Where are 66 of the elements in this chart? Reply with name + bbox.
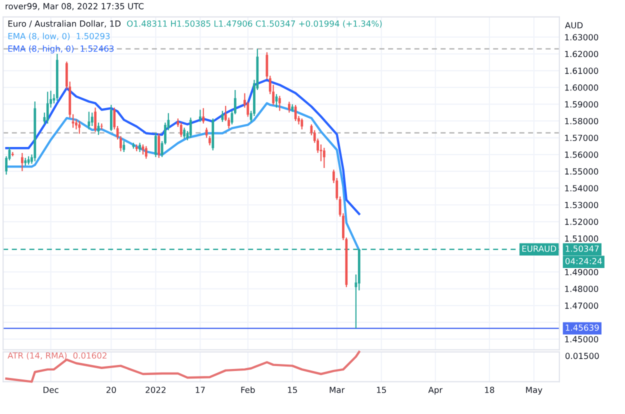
ref-line-label: 1.50347	[566, 246, 599, 252]
text: AUD	[565, 22, 583, 28]
candlestick	[122, 140, 126, 153]
candlestick	[208, 136, 211, 146]
candlestick	[322, 147, 326, 169]
text: EMA (8, low, 0)	[8, 32, 70, 40]
annotation: 1.52463	[80, 45, 114, 52]
candlestick	[189, 117, 192, 138]
candlestick	[46, 91, 49, 124]
line-series	[5, 78, 360, 215]
candlestick	[183, 127, 186, 140]
candlestick	[202, 108, 205, 124]
candlestick	[21, 152, 24, 172]
y-tick-label: 1.48000	[565, 286, 598, 292]
x-tick-label: Dec	[44, 386, 58, 394]
annotation: O1.48311 H1.50385 L1.47906 C1.50347 +0.01994 (+1.34%)	[127, 20, 382, 28]
annotation: EURAUD	[522, 246, 556, 252]
chart-title: Euro / Australian Dollar, 1D	[8, 20, 121, 28]
y-tick-label: 1.63000	[565, 34, 598, 40]
candlestick	[180, 122, 182, 138]
series-label: ATR (14, RMA)	[8, 352, 67, 360]
y-tick-label: 1.61000	[565, 68, 598, 74]
candlestick	[199, 109, 202, 122]
ref-line-label: 1.45639	[566, 324, 599, 331]
annotation: 1.50293	[76, 32, 110, 40]
candlestick	[300, 118, 304, 130]
y-tick-label: 1.53000	[565, 202, 598, 208]
y-tick-label: 1.55000	[565, 168, 598, 175]
candlestick	[110, 104, 112, 132]
y-tick-label: 1.58000	[565, 118, 598, 124]
x-tick-label: May	[526, 386, 542, 395]
candlestick	[90, 112, 94, 127]
candlestick	[138, 142, 141, 153]
y-tick-label: 1.49000	[565, 268, 598, 276]
candlestick	[144, 146, 148, 160]
text: EMA (8, high, 0)	[8, 45, 74, 54]
y-tick-label: 1.56000	[565, 152, 598, 158]
candlestick	[288, 101, 290, 114]
y-tick-label: 1.62000	[565, 50, 598, 58]
y-tick-label: 1.52000	[565, 218, 598, 225]
x-tick-label: 20	[106, 386, 116, 394]
candlestick	[278, 95, 281, 112]
y-tick-label: 1.45000	[565, 336, 598, 342]
candlestick	[158, 133, 160, 158]
y-tick-label: 1.60000	[565, 84, 598, 91]
text: 04:24:24	[565, 258, 602, 264]
x-tick-label: 2022	[146, 386, 166, 394]
y-tick-label: 1.54000	[565, 185, 598, 192]
text: rover99, Mar 08, 2022 17:35 UTC	[6, 3, 144, 10]
x-tick-label: Mar	[330, 386, 345, 394]
x-tick-label: 18	[485, 386, 494, 394]
candlestick	[75, 118, 78, 130]
y-tick-label: 1.57000	[565, 134, 598, 142]
text: 0.01500	[565, 352, 599, 360]
x-tick-label: 15	[376, 386, 386, 394]
candlestick	[78, 120, 81, 134]
y-tick-label: 1.59000	[565, 101, 598, 108]
x-tick-label: 17	[196, 386, 205, 393]
x-tick-label: 15	[288, 386, 297, 394]
candlestick	[154, 132, 157, 158]
y-tick-label: 1.47000	[565, 302, 598, 309]
x-tick-label: Apr	[428, 386, 443, 395]
annotation: 0.01602	[73, 352, 106, 359]
x-tick-label: Feb	[241, 386, 255, 394]
candlestick	[94, 107, 96, 132]
y-tick-label: 1.51000	[565, 235, 598, 242]
